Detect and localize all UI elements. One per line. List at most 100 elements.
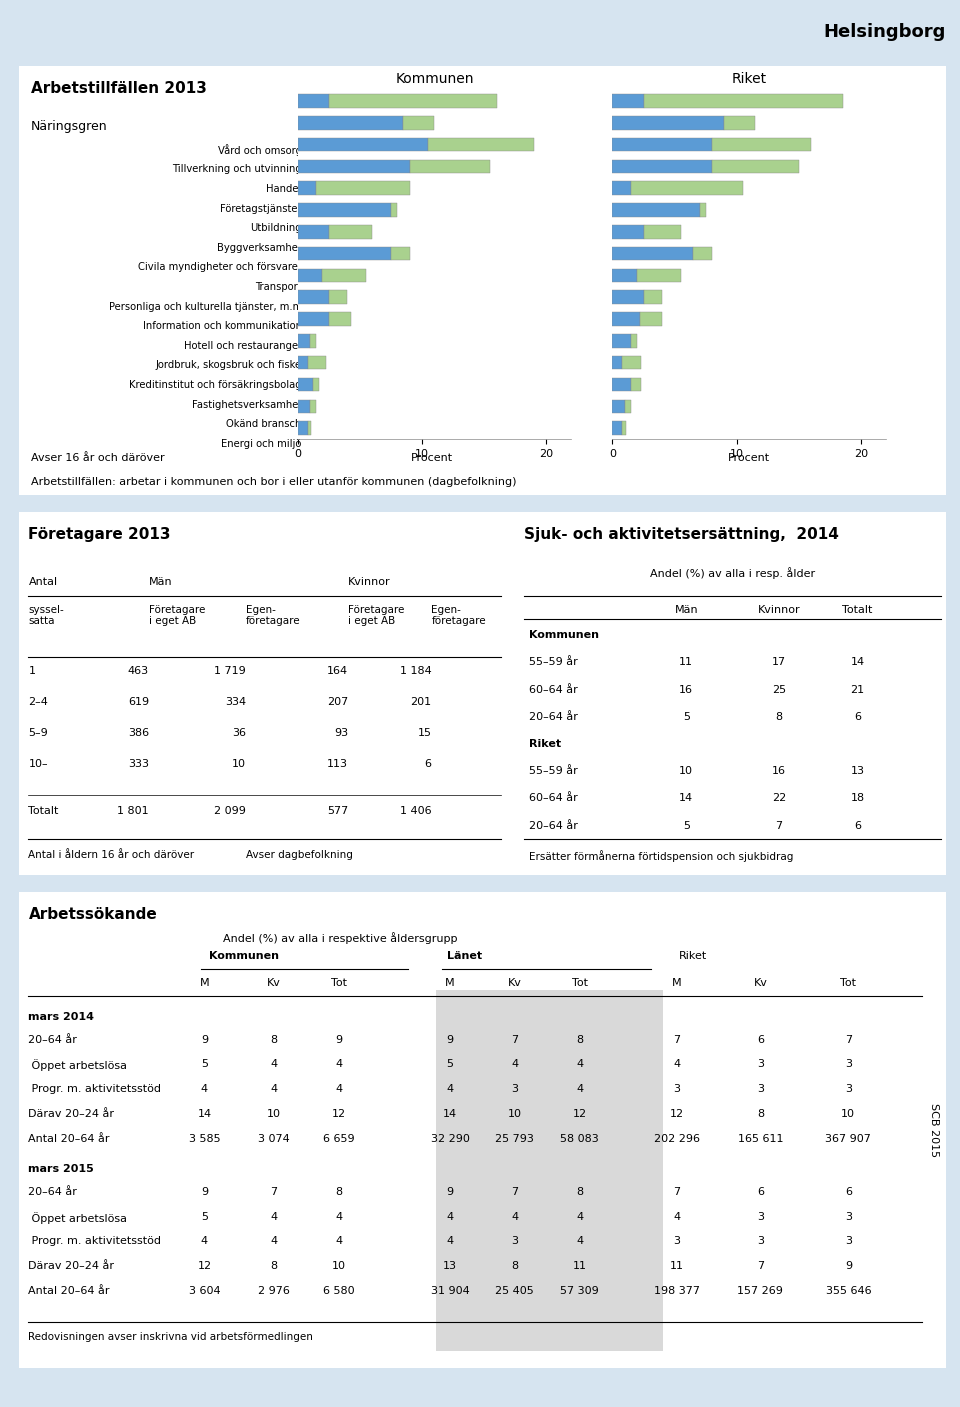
Bar <box>612 138 712 152</box>
Text: Antal i åldern 16 år och däröver: Antal i åldern 16 år och däröver <box>29 850 195 860</box>
Text: 4: 4 <box>335 1211 343 1221</box>
Title: Riket: Riket <box>732 72 767 86</box>
Text: 13: 13 <box>443 1261 457 1271</box>
Text: 165 611: 165 611 <box>737 1134 783 1144</box>
Text: 3: 3 <box>756 1237 764 1247</box>
Text: 4: 4 <box>335 1059 343 1069</box>
Text: 6: 6 <box>756 1188 764 1197</box>
Text: mars 2015: mars 2015 <box>29 1164 94 1173</box>
Bar <box>298 182 316 196</box>
Text: Arbetssökande: Arbetssökande <box>29 908 157 922</box>
Text: Kvinnor: Kvinnor <box>348 577 391 588</box>
Text: Totalt: Totalt <box>29 806 59 816</box>
Bar <box>612 312 639 326</box>
Text: 4: 4 <box>512 1211 518 1221</box>
Text: Företagstjänster: Företagstjänster <box>220 204 301 214</box>
Bar <box>622 421 626 435</box>
Text: Män: Män <box>674 605 698 615</box>
Text: Avser 16 år och däröver: Avser 16 år och däröver <box>32 453 165 463</box>
Text: 6: 6 <box>845 1188 852 1197</box>
Bar <box>310 333 316 348</box>
Text: 93: 93 <box>334 729 348 739</box>
Text: 4: 4 <box>673 1211 681 1221</box>
Text: 8: 8 <box>335 1188 343 1197</box>
Text: Okänd bransch: Okänd bransch <box>227 419 301 429</box>
Bar <box>631 182 743 196</box>
Text: 7: 7 <box>845 1034 852 1045</box>
Text: 4: 4 <box>446 1237 453 1247</box>
Bar <box>637 269 681 283</box>
Text: Män: Män <box>149 577 173 588</box>
Text: Arbetstillfällen 2013: Arbetstillfällen 2013 <box>32 82 207 96</box>
Text: 3: 3 <box>756 1211 764 1221</box>
Text: 4: 4 <box>271 1059 277 1069</box>
Text: 4: 4 <box>673 1059 681 1069</box>
Text: 5: 5 <box>683 820 689 830</box>
Text: Civila myndigheter och försvaret: Civila myndigheter och försvaret <box>138 262 301 273</box>
Text: 4: 4 <box>271 1211 277 1221</box>
Text: Egen-
företagare: Egen- företagare <box>246 605 300 626</box>
Bar <box>298 377 313 391</box>
Bar <box>622 356 641 370</box>
Bar <box>631 333 637 348</box>
Text: 6: 6 <box>854 820 861 830</box>
Text: 15: 15 <box>418 729 431 739</box>
Text: 21: 21 <box>851 685 865 695</box>
Text: 20–64 år: 20–64 år <box>529 820 578 830</box>
Text: Kv: Kv <box>267 978 281 988</box>
Text: 8: 8 <box>271 1034 277 1045</box>
Text: 8: 8 <box>576 1188 584 1197</box>
Text: 3: 3 <box>674 1085 681 1095</box>
Bar <box>298 400 310 414</box>
Text: Riket: Riket <box>529 739 561 749</box>
Text: Kvinnor: Kvinnor <box>738 395 780 405</box>
Text: Kv: Kv <box>754 978 767 988</box>
Text: Andel (%) av alla i respektive åldersgrupp: Andel (%) av alla i respektive åldersgru… <box>223 933 458 944</box>
Text: 12: 12 <box>332 1109 346 1119</box>
Bar <box>612 159 712 173</box>
Text: 10: 10 <box>680 767 693 777</box>
Bar <box>298 94 328 108</box>
Bar <box>298 356 307 370</box>
Text: 3: 3 <box>845 1085 852 1095</box>
Text: Information och kommunikation: Information och kommunikation <box>143 321 301 331</box>
Text: 4: 4 <box>446 1085 453 1095</box>
Text: 207: 207 <box>326 698 348 708</box>
Bar <box>643 94 843 108</box>
Text: M: M <box>672 978 682 988</box>
Text: 202 296: 202 296 <box>654 1134 700 1144</box>
Text: Näringsgren: Näringsgren <box>32 120 108 132</box>
Bar <box>298 312 328 326</box>
Text: 11: 11 <box>670 1261 684 1271</box>
Text: 4: 4 <box>201 1237 208 1247</box>
Bar <box>643 225 681 239</box>
Bar <box>310 400 316 414</box>
Bar <box>298 269 323 283</box>
Text: 12: 12 <box>198 1261 211 1271</box>
Text: 11: 11 <box>573 1261 587 1271</box>
Bar <box>700 203 706 217</box>
Text: 9: 9 <box>845 1261 852 1271</box>
Text: Energi och miljö: Energi och miljö <box>222 439 301 449</box>
Text: Redovisningen avser inskrivna vid arbetsförmedlingen: Redovisningen avser inskrivna vid arbets… <box>29 1332 313 1342</box>
Text: 10–: 10– <box>29 758 48 770</box>
Text: 333: 333 <box>128 758 149 770</box>
Bar <box>328 312 351 326</box>
Text: 7: 7 <box>673 1188 681 1197</box>
Text: 367 907: 367 907 <box>826 1134 872 1144</box>
Text: 113: 113 <box>327 758 348 770</box>
Text: 5: 5 <box>201 1211 208 1221</box>
Text: Tot: Tot <box>840 978 856 988</box>
Text: Utbildning: Utbildning <box>251 224 301 234</box>
Bar <box>298 246 391 260</box>
Text: Kvinnor: Kvinnor <box>757 605 801 615</box>
Text: 9: 9 <box>446 1034 453 1045</box>
Text: 7: 7 <box>512 1188 518 1197</box>
Text: 14: 14 <box>443 1109 457 1119</box>
Text: 3: 3 <box>756 1059 764 1069</box>
Text: 57 309: 57 309 <box>561 1286 599 1296</box>
Bar <box>298 290 328 304</box>
Bar <box>298 203 391 217</box>
Bar <box>391 203 397 217</box>
Text: Män: Män <box>738 360 761 370</box>
